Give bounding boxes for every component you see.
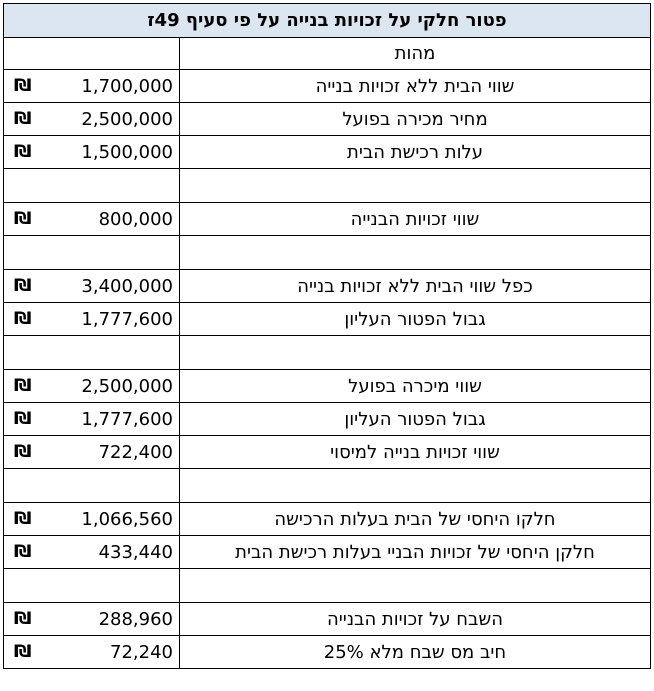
description-cell: גבול הפטור העליון — [179, 302, 651, 336]
currency-cell: ₪ — [3, 269, 42, 303]
table-row: ₪ 1,500,000 עלות רכישת הבית — [3, 135, 651, 169]
amount-cell: 1,777,600 — [41, 302, 180, 336]
currency-cell — [3, 335, 42, 370]
amount-cell: 1,777,600 — [41, 402, 180, 436]
description-cell: שווי זכויות הבנייה — [179, 202, 651, 236]
currency-cell — [3, 468, 42, 503]
table-title: פטור חלקי על זכויות בנייה על פי סעיף 49ז — [3, 3, 651, 38]
currency-cell: ₪ — [3, 202, 42, 236]
currency-cell: ₪ — [3, 635, 42, 669]
currency-cell: ₪ — [3, 535, 42, 569]
shekel-symbol: ₪ — [13, 409, 32, 429]
currency-cell: ₪ — [3, 369, 42, 403]
column-header-nature: מהות — [179, 37, 651, 70]
currency-cell: ₪ — [3, 302, 42, 336]
table-row: ₪ 2,500,000 מחיר מכירה בפועל — [3, 102, 651, 136]
description-cell: שווי הבית ללא זכויות בנייה — [179, 69, 651, 103]
table-header-row: מהות — [3, 37, 651, 70]
table-row: ₪ 1,777,600 גבול הפטור העליון — [3, 302, 651, 336]
currency-cell: ₪ — [3, 435, 42, 469]
table-row: ₪ 1,066,560 חלקו היחסי של הבית בעלות הרכיש… — [3, 502, 651, 536]
table-row: ₪ 722,400 שווי זכויות בנייה למיסוי — [3, 435, 651, 469]
amount-cell: 1,066,560 — [41, 502, 180, 536]
amount-cell — [41, 568, 180, 603]
description-cell: שווי זכויות בנייה למיסוי — [179, 435, 651, 469]
amount-cell: 72,240 — [41, 635, 180, 669]
table-row — [3, 568, 651, 603]
amount-cell — [41, 168, 180, 203]
shekel-symbol: ₪ — [13, 376, 32, 396]
description-cell — [179, 235, 651, 270]
description-cell: השבח על זכויות הבנייה — [179, 602, 651, 636]
table-row — [3, 235, 651, 270]
exemption-table-sheet: פטור חלקי על זכויות בנייה על פי סעיף 49ז… — [3, 3, 651, 669]
shekel-symbol: ₪ — [13, 209, 32, 229]
currency-cell: ₪ — [3, 69, 42, 103]
table-row: ₪ 433,440 חלקן היחסי של זכויות הבניי בעלות… — [3, 535, 651, 569]
description-cell: שווי מיכרה בפועל — [179, 369, 651, 403]
shekel-symbol: ₪ — [13, 276, 32, 296]
shekel-symbol: ₪ — [13, 109, 32, 129]
amount-cell — [41, 468, 180, 503]
table-row — [3, 168, 651, 203]
description-cell — [179, 468, 651, 503]
table-row — [3, 335, 651, 370]
amount-cell: 433,440 — [41, 535, 180, 569]
amount-cell: 722,400 — [41, 435, 180, 469]
description-cell: מחיר מכירה בפועל — [179, 102, 651, 136]
currency-cell: ₪ — [3, 502, 42, 536]
amount-cell: 2,500,000 — [41, 102, 180, 136]
table-row: ₪ 1,700,000 שווי הבית ללא זכויות בנייה — [3, 69, 651, 103]
table-row: ₪ 72,240 חיב מס שבח מלא 25% — [3, 635, 651, 669]
currency-cell: ₪ — [3, 135, 42, 169]
amount-cell: 1,700,000 — [41, 69, 180, 103]
shekel-symbol: ₪ — [13, 442, 32, 462]
amount-cell: 288,960 — [41, 602, 180, 636]
table-row: ₪ 1,777,600 גבול הפטור העליון — [3, 402, 651, 436]
description-cell: חלקן היחסי של זכויות הבניי בעלות רכישת ה… — [179, 535, 651, 569]
currency-cell — [3, 568, 42, 603]
shekel-symbol: ₪ — [13, 309, 32, 329]
amount-cell — [41, 335, 180, 370]
shekel-symbol: ₪ — [13, 542, 32, 562]
shekel-symbol: ₪ — [13, 509, 32, 529]
header-empty-cell — [3, 37, 180, 70]
amount-cell: 2,500,000 — [41, 369, 180, 403]
description-cell: כפל שווי הבית ללא זכויות בנייה — [179, 269, 651, 303]
amount-cell — [41, 235, 180, 270]
currency-cell: ₪ — [3, 402, 42, 436]
description-cell — [179, 568, 651, 603]
shekel-symbol: ₪ — [13, 142, 32, 162]
table-title-row: פטור חלקי על זכויות בנייה על פי סעיף 49ז — [3, 3, 651, 38]
shekel-symbol: ₪ — [13, 609, 32, 629]
currency-cell — [3, 168, 42, 203]
description-cell — [179, 335, 651, 370]
table-row: ₪ 2,500,000 שווי מיכרה בפועל — [3, 369, 651, 403]
currency-cell: ₪ — [3, 102, 42, 136]
amount-cell: 1,500,000 — [41, 135, 180, 169]
currency-cell — [3, 235, 42, 270]
shekel-symbol: ₪ — [13, 642, 32, 662]
amount-cell: 3,400,000 — [41, 269, 180, 303]
description-cell: חלקו היחסי של הבית בעלות הרכישה — [179, 502, 651, 536]
exemption-table: פטור חלקי על זכויות בנייה על פי סעיף 49ז… — [3, 3, 651, 669]
description-cell: גבול הפטור העליון — [179, 402, 651, 436]
table-row: ₪ 800,000 שווי זכויות הבנייה — [3, 202, 651, 236]
description-cell: עלות רכישת הבית — [179, 135, 651, 169]
amount-cell: 800,000 — [41, 202, 180, 236]
currency-cell: ₪ — [3, 602, 42, 636]
table-row: ₪ 3,400,000 כפל שווי הבית ללא זכויות בנייה — [3, 269, 651, 303]
table-row — [3, 468, 651, 503]
table-row: ₪ 288,960 השבח על זכויות הבנייה — [3, 602, 651, 636]
description-cell: חיב מס שבח מלא 25% — [179, 635, 651, 669]
description-cell — [179, 168, 651, 203]
shekel-symbol: ₪ — [13, 76, 32, 96]
